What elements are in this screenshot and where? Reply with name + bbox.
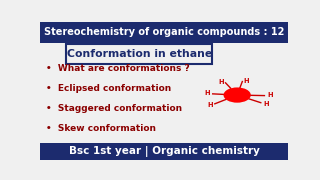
Text: H: H: [267, 92, 273, 98]
Text: •  Eclipsed conformation: • Eclipsed conformation: [46, 84, 172, 93]
Text: Bsc 1st year | Organic chemistry: Bsc 1st year | Organic chemistry: [68, 146, 260, 157]
Text: H: H: [204, 90, 210, 96]
Text: •  What are conformations ?: • What are conformations ?: [46, 64, 190, 73]
Text: •  Skew conformation: • Skew conformation: [46, 124, 156, 133]
FancyBboxPatch shape: [40, 22, 288, 43]
FancyBboxPatch shape: [66, 44, 212, 64]
Text: Conformation in ethane: Conformation in ethane: [67, 49, 212, 59]
Text: H: H: [244, 78, 249, 84]
FancyBboxPatch shape: [40, 143, 288, 160]
Text: H: H: [218, 79, 224, 85]
Text: H: H: [207, 102, 213, 108]
Text: •  Staggered conformation: • Staggered conformation: [46, 104, 182, 113]
Text: H: H: [263, 101, 269, 107]
Circle shape: [223, 87, 251, 103]
Text: Stereochemistry of organic compounds : 12: Stereochemistry of organic compounds : 1…: [44, 27, 284, 37]
